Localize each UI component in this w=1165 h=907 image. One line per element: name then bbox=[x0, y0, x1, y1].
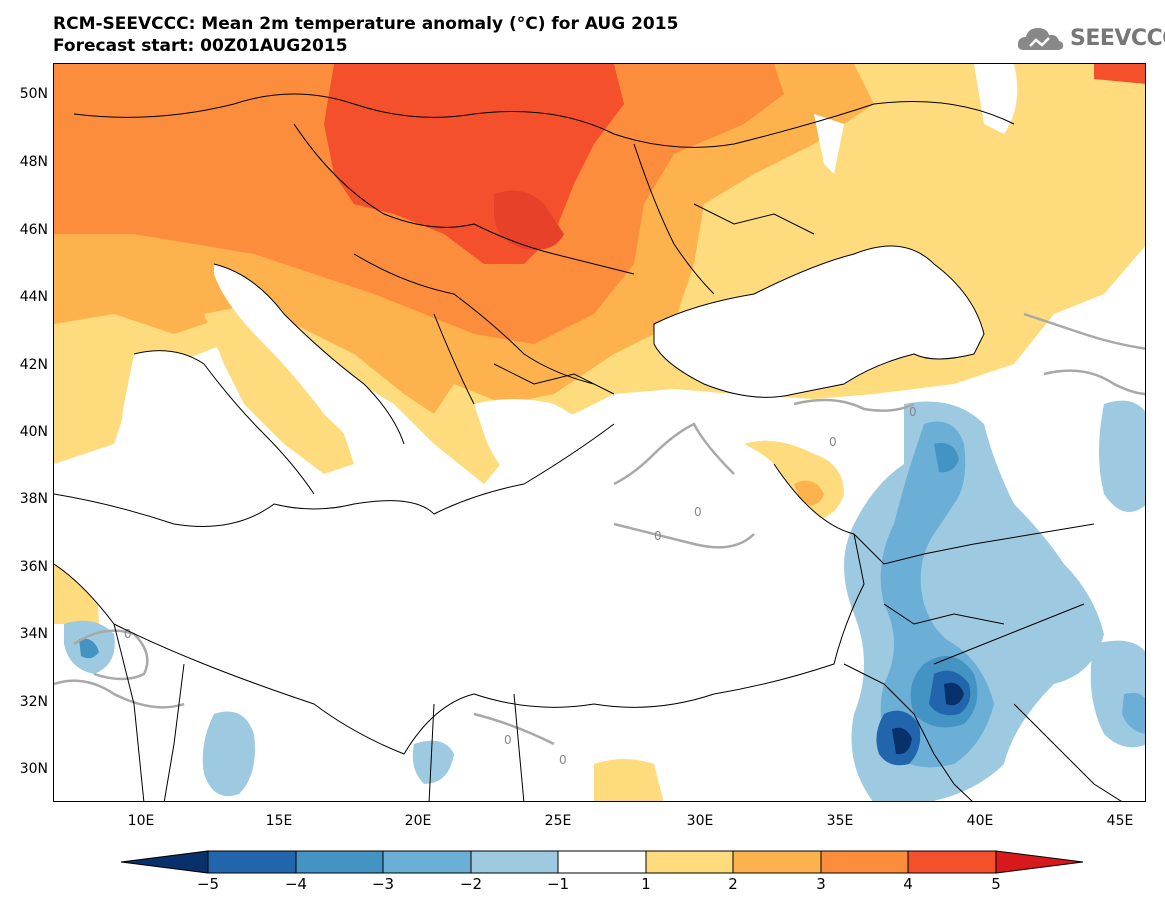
cool-anomaly-areas bbox=[64, 400, 1145, 801]
white-ukraine bbox=[814, 114, 844, 174]
cool-core-2 bbox=[892, 727, 912, 755]
warm-ne-1 bbox=[1094, 64, 1145, 84]
lon-label: 20E bbox=[404, 813, 432, 829]
lat-label: 32N bbox=[19, 694, 48, 710]
colorbar-label: 2 bbox=[728, 875, 738, 893]
warm-egypt bbox=[594, 759, 664, 801]
colorbar-segment bbox=[470, 850, 559, 874]
cloud-icon bbox=[1017, 28, 1064, 50]
cool-east-2 bbox=[1122, 692, 1145, 734]
black-sea bbox=[654, 246, 984, 398]
temperature-anomaly-map: 0 0 0 0 0 0 0 bbox=[54, 64, 1145, 801]
seas bbox=[54, 64, 1018, 754]
lat-label: 46N bbox=[19, 222, 48, 238]
coastlines-and-borders bbox=[54, 93, 1122, 801]
colorbar-label: −3 bbox=[371, 875, 395, 893]
colorbar-label: 5 bbox=[991, 875, 1001, 893]
colorbar-segment bbox=[207, 850, 297, 874]
colorbar-label: 1 bbox=[641, 875, 651, 893]
zero-contours bbox=[54, 312, 1145, 746]
cool-africa-1b bbox=[79, 638, 99, 659]
colorbar-segment bbox=[645, 850, 734, 874]
lat-label: 30N bbox=[19, 761, 48, 777]
colorbar-label: −1 bbox=[546, 875, 570, 893]
adriatic-sea bbox=[214, 264, 404, 464]
cool-ne bbox=[1099, 400, 1145, 512]
colorbar-segment bbox=[295, 850, 384, 874]
colorbar-segment-highest bbox=[995, 850, 1084, 874]
logo-text: SEEVCCC bbox=[1070, 26, 1165, 51]
lon-label: 10E bbox=[127, 813, 155, 829]
contour-label: 0 bbox=[694, 505, 702, 519]
colorbar-segment bbox=[382, 850, 472, 874]
mediterranean-sea bbox=[54, 419, 864, 754]
lat-label: 38N bbox=[19, 491, 48, 507]
lon-label: 30E bbox=[686, 813, 714, 829]
contour-label: 0 bbox=[504, 733, 512, 747]
cool-egypt-1 bbox=[412, 740, 454, 784]
lat-label: 40N bbox=[19, 424, 48, 440]
colorbar-label: −5 bbox=[196, 875, 220, 893]
tyrrhenian-sea bbox=[120, 350, 315, 538]
map-panel: 0 0 0 0 0 0 0 bbox=[53, 63, 1146, 802]
colorbar-label: −2 bbox=[459, 875, 483, 893]
lat-label: 42N bbox=[19, 357, 48, 373]
colorbar-label: 3 bbox=[816, 875, 826, 893]
contour-label: 0 bbox=[559, 753, 567, 767]
colorbar-segment-lowest bbox=[120, 850, 209, 874]
lon-label: 25E bbox=[544, 813, 572, 829]
warm-italy bbox=[204, 304, 354, 474]
colorbar-label: 4 bbox=[903, 875, 913, 893]
cool-core-1 bbox=[944, 682, 964, 706]
lon-label: 45E bbox=[1106, 813, 1134, 829]
map-title: RCM-SEEVCCC: Mean 2m temperature anomaly… bbox=[53, 14, 679, 34]
cool-region-3 bbox=[934, 443, 959, 473]
forecast-start: Forecast start: 00Z01AUG2015 bbox=[53, 36, 348, 56]
colorbar-segment bbox=[557, 850, 647, 874]
aegean-sea bbox=[474, 399, 614, 508]
contour-label: 0 bbox=[909, 405, 917, 419]
colorbar-segment bbox=[907, 850, 997, 874]
lat-label: 50N bbox=[19, 86, 48, 102]
lat-label: 34N bbox=[19, 626, 48, 642]
caspian-edge bbox=[974, 64, 1018, 134]
seevccc-logo: SEEVCCC bbox=[1016, 22, 1165, 58]
lon-label: 40E bbox=[966, 813, 994, 829]
contour-label: 0 bbox=[124, 627, 132, 641]
lat-label: 48N bbox=[19, 154, 48, 170]
colorbar-segment bbox=[820, 850, 909, 874]
contour-label: 0 bbox=[829, 435, 837, 449]
cool-libya bbox=[202, 711, 255, 797]
colorbar-segment bbox=[732, 850, 822, 874]
lat-label: 36N bbox=[19, 559, 48, 575]
colorbar bbox=[120, 850, 1084, 874]
colorbar-label: −4 bbox=[284, 875, 308, 893]
contour-label: 0 bbox=[654, 529, 662, 543]
warm-region-4b bbox=[494, 190, 564, 250]
lon-label: 35E bbox=[826, 813, 854, 829]
lon-label: 15E bbox=[265, 813, 293, 829]
lat-label: 44N bbox=[19, 289, 48, 305]
